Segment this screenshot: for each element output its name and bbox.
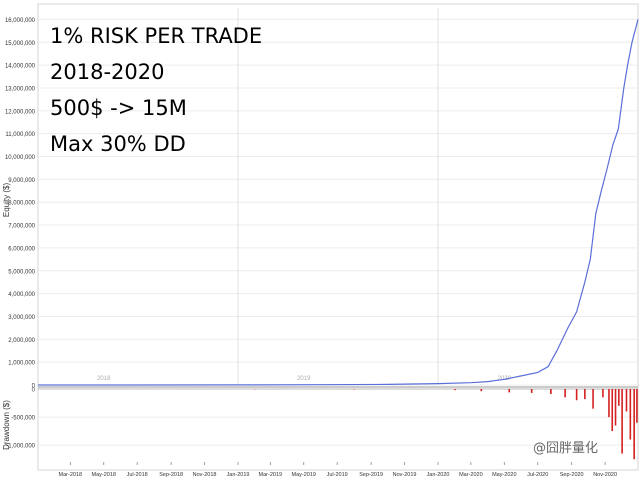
annotation-period: 2018-2020	[50, 60, 165, 84]
equity-tick-label: 10,000,000	[5, 155, 36, 161]
x-tick-label: Jan-2019	[227, 472, 250, 478]
x-tick-label: Mar-2020	[459, 472, 483, 478]
equity-tick-label: 3,000,000	[8, 315, 35, 321]
x-tick-label: May-2019	[292, 472, 316, 478]
annotation-max-dd: Max 30% DD	[50, 132, 186, 156]
year-labels: 2018 2019 2020	[97, 376, 512, 382]
equity-tick-label: 16,000,000	[5, 18, 36, 24]
x-axis: Mar-2018 May-2018 Jul-2018 Sep-2018 Nov-2018…	[59, 462, 617, 478]
drawdown-tick-label: 0	[32, 388, 36, 394]
drawdown-bars	[254, 389, 638, 460]
equity-line	[38, 19, 639, 386]
equity-tick-label: 6,000,000	[8, 246, 35, 252]
equity-tick-label: 12,000,000	[5, 109, 36, 115]
equity-tick-label: 15,000,000	[5, 41, 36, 47]
equity-tick-label: 4,000,000	[8, 292, 35, 298]
x-tick-label: Mar-2018	[59, 472, 83, 478]
equity-tick-label: 8,000,000	[8, 201, 35, 207]
x-tick-label: Jul-2020	[527, 472, 548, 478]
drawdown-tick-label: -500,000	[11, 416, 35, 422]
x-tick-label: Nov-2018	[193, 472, 217, 478]
drawdown-tick-label: -1,000,000	[6, 444, 35, 450]
equity-line-group	[38, 19, 639, 386]
equity-y-axis-title: Equity ($)	[2, 183, 11, 218]
x-tick-label: Sep-2019	[359, 472, 383, 478]
year-label: 2019	[297, 376, 311, 382]
x-tick-label: Nov-2019	[393, 472, 417, 478]
equity-tick-label: 11,000,000	[5, 132, 35, 138]
equity-tick-label: 9,000,000	[8, 178, 35, 184]
drawdown-y-axis-title: Drawdown ($)	[2, 400, 11, 450]
year-label: 2018	[97, 376, 111, 382]
grid	[38, 8, 638, 446]
x-tick-label: Sep-2018	[159, 472, 183, 478]
x-tick-label: Sep-2020	[560, 472, 584, 478]
equity-tick-label: 5,000,000	[8, 269, 35, 275]
x-tick-label: May-2020	[492, 472, 516, 478]
watermark: @囧胖量化	[533, 441, 599, 456]
equity-tick-label: 1,000,000	[8, 361, 35, 367]
annotation-growth: 500$ -> 15M	[50, 96, 187, 120]
equity-tick-label: 7,000,000	[8, 224, 35, 230]
drawdown-y-axis: 0 -500,000 -1,000,000	[6, 388, 35, 450]
equity-tick-label: 14,000,000	[5, 64, 36, 70]
x-tick-label: May-2018	[92, 472, 116, 478]
x-tick-label: Mar-2019	[259, 472, 283, 478]
x-tick-label: Jul-2019	[327, 472, 348, 478]
equity-tick-label: 0	[32, 384, 36, 390]
annotation-risk: 1% RISK PER TRADE	[50, 24, 263, 48]
x-tick-label: Jan-2020	[427, 472, 450, 478]
equity-tick-label: 2,000,000	[8, 338, 35, 344]
equity-y-axis: 0 1,000,000 2,000,000 3,000,000 4,000,000 5,0…	[5, 18, 36, 390]
equity-tick-label: 13,000,000	[5, 86, 36, 92]
x-tick-label: Nov-2020	[593, 472, 617, 478]
x-tick-label: Jul-2018	[127, 472, 148, 478]
